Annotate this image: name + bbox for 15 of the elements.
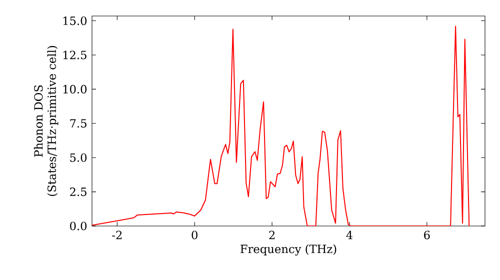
line-series: [92, 26, 470, 226]
x-tick-label: 0: [192, 230, 198, 240]
x-tick-label: -2: [112, 230, 122, 240]
y-tick-label: 2.5: [70, 188, 86, 196]
y-tick-label: 7.5: [70, 119, 86, 128]
x-tick-label: 4: [346, 230, 353, 240]
x-tick-label: 2: [269, 230, 275, 240]
y-tick-label: 12.5: [63, 50, 86, 60]
x-axis-title: Frequency (THz): [240, 244, 336, 256]
y-tick-label: 10.0: [63, 84, 87, 94]
x-tick-label: 6: [424, 230, 430, 240]
y-axis-title: Phonon DOS (States/THz·primitive cell): [34, 46, 58, 196]
y-tick-label: 15.0: [63, 16, 87, 26]
y-tick-label: 0.0: [70, 222, 87, 230]
y-tick-label: 5.0: [70, 153, 87, 162]
